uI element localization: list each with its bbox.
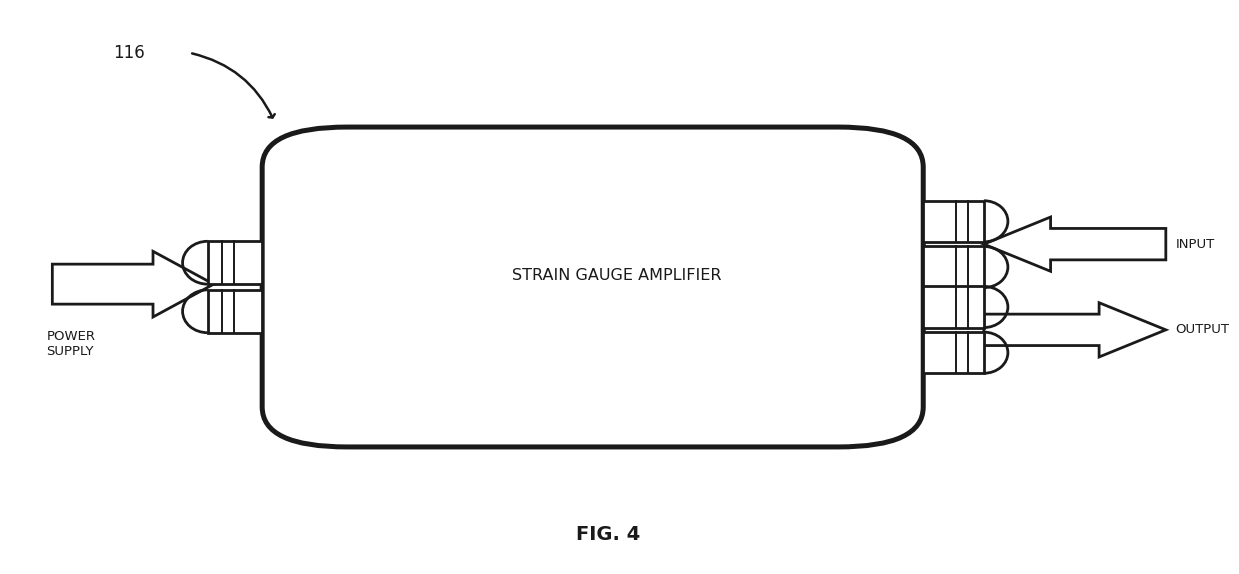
Bar: [923, 332, 984, 373]
Text: 116: 116: [113, 44, 145, 62]
Text: INPUT: INPUT: [1176, 238, 1214, 251]
Text: STRAIN GAUGE AMPLIFIER: STRAIN GAUGE AMPLIFIER: [512, 268, 721, 283]
Text: OUTPUT: OUTPUT: [1176, 323, 1229, 336]
Polygon shape: [984, 217, 1166, 272]
Bar: [923, 246, 984, 288]
Bar: [923, 201, 984, 242]
Text: POWER
SUPPLY: POWER SUPPLY: [46, 330, 95, 358]
Text: FIG. 4: FIG. 4: [576, 525, 641, 544]
Bar: [208, 241, 263, 284]
Polygon shape: [52, 251, 213, 317]
Polygon shape: [984, 302, 1166, 357]
Bar: [923, 286, 984, 328]
FancyBboxPatch shape: [263, 127, 923, 447]
Bar: [208, 290, 263, 333]
